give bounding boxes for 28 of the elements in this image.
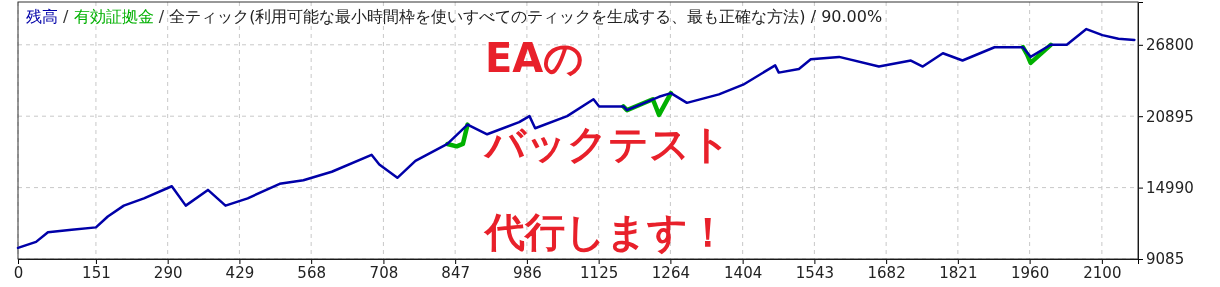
annotation: / bbox=[58, 7, 74, 26]
x-tick-label: 2100 bbox=[1083, 263, 1122, 282]
x-tick-label: 0 bbox=[13, 263, 24, 282]
x-tick-label: 429 bbox=[225, 263, 255, 282]
annotation: 代行します！ bbox=[483, 209, 728, 255]
y-tick-label: 9085 bbox=[1146, 250, 1185, 269]
x-tick-label: 1264 bbox=[651, 263, 690, 282]
x-tick-label: 1125 bbox=[580, 263, 619, 282]
x-tick-label: 1821 bbox=[939, 263, 978, 282]
x-tick-label: 290 bbox=[153, 263, 183, 282]
annotation: EAの bbox=[485, 35, 585, 81]
x-tick-label: 568 bbox=[297, 263, 326, 282]
x-tick-label: 1404 bbox=[724, 263, 763, 282]
y-tick-label: 20895 bbox=[1146, 107, 1194, 126]
y-tick-label: 26800 bbox=[1146, 36, 1194, 55]
x-tick-label: 847 bbox=[441, 263, 470, 282]
y-tick-label: 14990 bbox=[1146, 178, 1194, 197]
annotation: バックテスト bbox=[483, 121, 731, 167]
x-tick-label: 708 bbox=[369, 263, 399, 282]
text: 残高 bbox=[26, 7, 58, 26]
x-tick-label: 151 bbox=[82, 263, 111, 282]
x-tick-label: 1960 bbox=[1011, 263, 1050, 282]
annotation: / bbox=[153, 7, 170, 26]
x-tick-label: 1682 bbox=[867, 263, 906, 282]
x-tick-label: 986 bbox=[513, 263, 542, 282]
x-tick-label: 1543 bbox=[795, 263, 834, 282]
text: 有効証拠金 bbox=[73, 7, 154, 26]
chart-title: 全ティック(利用可能な最小時間枠を使いすべてのティックを生成する、最も正確な方法) / 90.00% bbox=[169, 7, 883, 26]
